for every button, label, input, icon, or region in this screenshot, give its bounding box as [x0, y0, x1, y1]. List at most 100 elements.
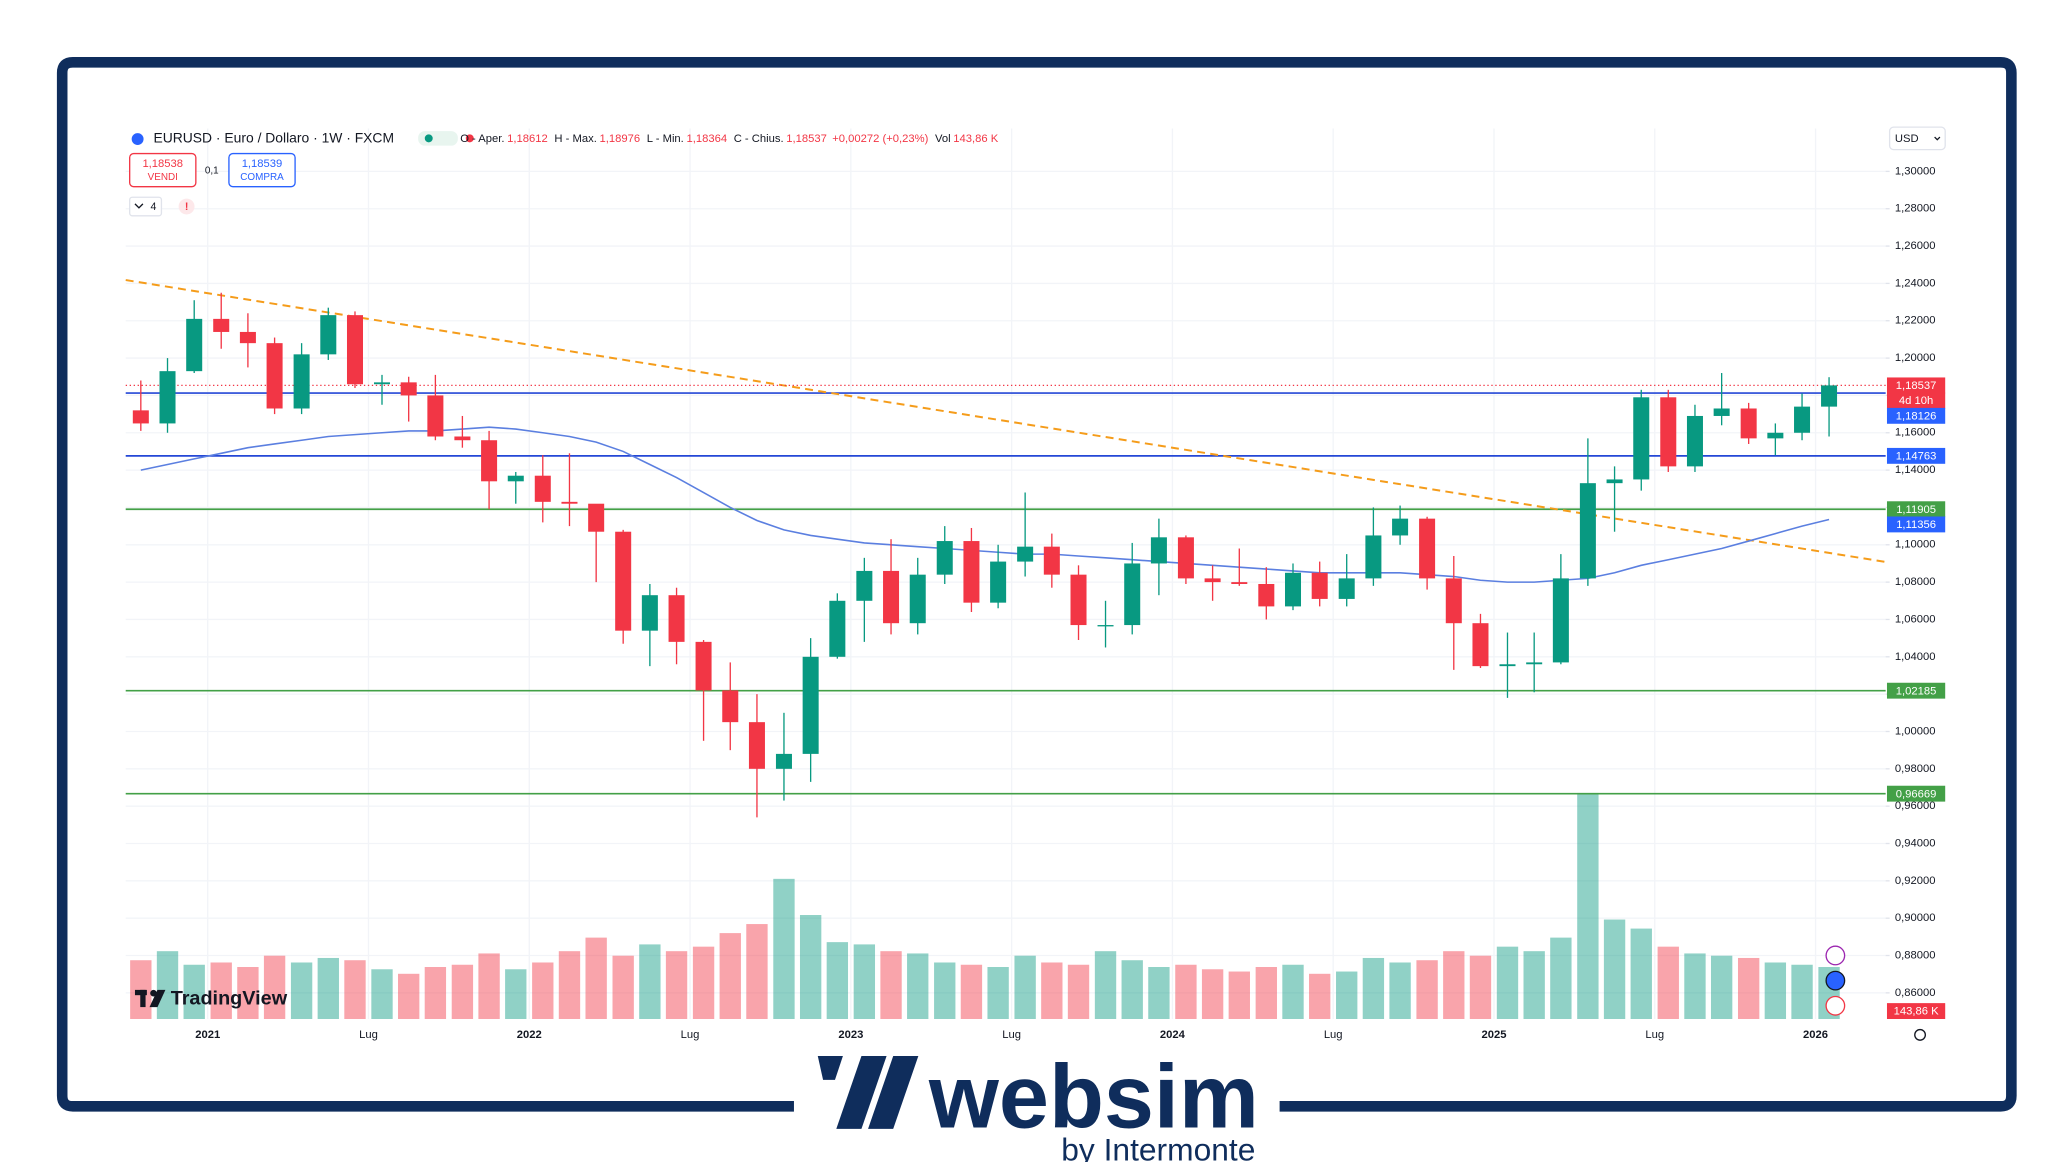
candle-body [1204, 578, 1221, 583]
x-tick-label: 2025 [1481, 1029, 1506, 1041]
header-text: O - Aper. [460, 133, 504, 145]
status-pill [418, 131, 458, 146]
price-label: 1,02185 [1896, 685, 1937, 697]
volume-bar [612, 955, 634, 1020]
volume-bar [799, 915, 822, 1020]
candle-body [668, 595, 685, 642]
candle-body [1284, 572, 1302, 607]
volume-bar [1469, 955, 1492, 1020]
volume-bar [130, 960, 152, 1020]
candle-body [990, 561, 1007, 603]
price-label-box [1886, 785, 1946, 802]
x-tick-label: Lug [359, 1029, 378, 1041]
header-text: L - Min. [647, 133, 684, 145]
volume-bar [1175, 964, 1197, 1020]
candle-body [1713, 408, 1730, 416]
alert-icon[interactable] [178, 198, 195, 215]
volume-bar [1443, 951, 1465, 1020]
currency-select[interactable] [1888, 126, 1946, 151]
candle-body [427, 395, 444, 437]
volume-bar [451, 964, 474, 1020]
trendline [125, 279, 1886, 563]
frame [56, 56, 2017, 1112]
x-tick-label: 2024 [1160, 1029, 1186, 1041]
candle-body [293, 354, 310, 409]
logo-shape [140, 989, 146, 1008]
watermark: TradingView [171, 987, 288, 1009]
volume-bar [1737, 957, 1760, 1020]
candle-body [1526, 662, 1543, 665]
header-text: C - Chius. [734, 133, 784, 145]
y-tick-label: 1,26000 [1895, 240, 1936, 252]
icon[interactable] [1825, 995, 1846, 1016]
volume-bar [398, 973, 420, 1020]
chevron [134, 203, 144, 209]
indicators-toggle[interactable] [129, 196, 163, 217]
y-tick-label: 1,06000 [1895, 613, 1936, 625]
price-label: 0,96669 [1896, 788, 1937, 800]
sell-button[interactable] [129, 152, 197, 188]
tradingview-logo: TradingView [134, 987, 288, 1009]
candle-body [748, 722, 765, 769]
y-tick-label: 1,20000 [1895, 352, 1936, 364]
volume-bar [826, 942, 849, 1020]
candle-body [909, 574, 926, 624]
candle-body [695, 641, 712, 691]
settings-icon[interactable] [1914, 1028, 1927, 1041]
x-tick-label: Lug [1645, 1029, 1664, 1041]
volume-bar [237, 967, 259, 1020]
x-tick-label: 2023 [838, 1029, 863, 1041]
volume-bar [987, 967, 1009, 1020]
price-label: 4d 10h [1899, 395, 1933, 407]
volume-bar [1684, 953, 1706, 1020]
volume-bar [773, 878, 795, 1020]
volume-bar [960, 964, 983, 1020]
volume-bar [1603, 919, 1626, 1020]
candle-body [1472, 623, 1489, 667]
volume-bar [1228, 971, 1250, 1020]
header-text: H - Max. [554, 133, 596, 145]
volume-bar [1523, 951, 1545, 1020]
alert-mark: ! [185, 201, 189, 213]
candle-body [856, 570, 873, 601]
buy-button[interactable] [228, 152, 296, 188]
volume-bar [344, 960, 366, 1020]
volume-bar [1309, 973, 1331, 1020]
candle-body [320, 315, 337, 355]
candle-body [1794, 406, 1811, 433]
sell-label: VENDI [148, 172, 178, 183]
logo-shape [836, 1056, 887, 1129]
candle-body [400, 382, 417, 396]
volume-bar [692, 946, 715, 1020]
y-tick-label: 0,98000 [1895, 763, 1936, 775]
logo-shape [149, 989, 166, 1008]
icon[interactable] [1825, 945, 1846, 966]
header: EURUSD · Euro / Dollaro · 1W · FXCM O - A… [153, 130, 998, 146]
brand-name: websim [928, 1048, 1259, 1148]
market-status [424, 134, 433, 143]
price-label: 1,14763 [1896, 450, 1937, 462]
y-tick-label: 0,90000 [1895, 912, 1936, 924]
candle-body [1392, 518, 1409, 536]
header-text: EURUSD · Euro / Dollaro · 1W · FXCM [153, 130, 394, 146]
y-tick-label: 0,92000 [1895, 875, 1936, 887]
candle-body [829, 600, 846, 657]
y-tick-label: 1,04000 [1895, 651, 1936, 663]
volume-bar [1630, 928, 1652, 1020]
volume-bar [665, 951, 688, 1020]
candle-body [266, 343, 283, 409]
logo-shape [868, 1056, 919, 1129]
y-tick-label: 1,00000 [1895, 725, 1936, 737]
volume-bar [156, 951, 179, 1020]
candle-body [1231, 582, 1248, 584]
candle-body [1633, 397, 1650, 480]
y-tick-label: 1,10000 [1895, 539, 1936, 551]
volume-bar [1014, 955, 1036, 1020]
volume-bar [746, 924, 768, 1020]
candle-body [1660, 397, 1677, 467]
y-tick-label: 1,16000 [1895, 427, 1936, 439]
volume-bar [1496, 946, 1519, 1020]
icon[interactable] [1825, 970, 1846, 991]
